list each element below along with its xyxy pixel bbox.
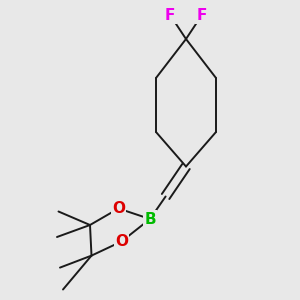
Text: O: O	[112, 201, 125, 216]
Text: F: F	[165, 8, 175, 22]
Text: B: B	[144, 212, 156, 226]
Text: O: O	[115, 234, 128, 249]
Text: F: F	[197, 8, 207, 22]
